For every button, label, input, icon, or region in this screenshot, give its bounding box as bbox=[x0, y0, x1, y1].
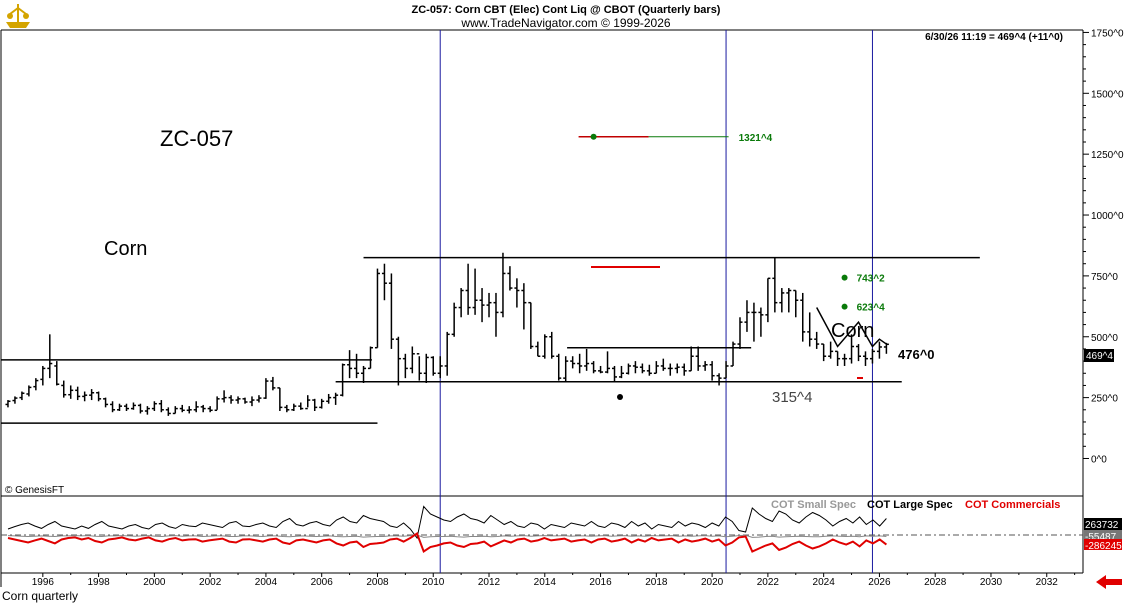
cot-tag-large-label: 263732 bbox=[1085, 520, 1119, 531]
trader-logo-icon bbox=[6, 4, 30, 28]
target-dot bbox=[841, 274, 848, 281]
time-tick-label: 2022 bbox=[757, 577, 780, 588]
quarterly-bars bbox=[5, 252, 889, 416]
support-label: 315^4 bbox=[772, 389, 812, 406]
target-markers: 1321^4 743^2 623^4 bbox=[578, 133, 886, 314]
target-label: 1321^4 bbox=[739, 133, 773, 144]
price-tag-label: 469^4 bbox=[1086, 351, 1113, 362]
price-tick-label: 250^0 bbox=[1091, 394, 1118, 405]
price-tick-label: 500^0 bbox=[1091, 333, 1118, 344]
copyright-label: © GenesisFT bbox=[5, 485, 64, 496]
time-tick-label: 2028 bbox=[924, 577, 947, 588]
price-tick-label: 1500^0 bbox=[1091, 89, 1124, 100]
time-tick-label: 2016 bbox=[589, 577, 612, 588]
time-tick-label: 2026 bbox=[868, 577, 891, 588]
chart-subtitle: www.TradeNavigator.com © 1999-2026 bbox=[460, 16, 670, 30]
time-tick-label: 1998 bbox=[87, 577, 110, 588]
time-tick-label: 2012 bbox=[478, 577, 501, 588]
projection-path bbox=[816, 307, 887, 348]
time-tick-label: 1996 bbox=[32, 577, 55, 588]
cot-legend-comm: COT Commercials bbox=[965, 499, 1060, 511]
time-tick-label: 2020 bbox=[701, 577, 724, 588]
cot-legend-large: COT Large Spec bbox=[867, 499, 953, 511]
cot-large-line bbox=[7, 505, 887, 540]
time-tick-label: 2002 bbox=[199, 577, 222, 588]
vertical-markers bbox=[439, 30, 873, 573]
cot-small-line bbox=[7, 534, 887, 538]
status-bar-label: Corn quarterly bbox=[2, 589, 79, 603]
target-label: 623^4 bbox=[857, 303, 886, 314]
time-axis: 1996 1998 2000 2002 2004 2006 2008 2010 2012 2014… bbox=[32, 573, 1076, 588]
time-tick-label: 2000 bbox=[143, 577, 166, 588]
time-tick-label: 2004 bbox=[255, 577, 278, 588]
price-tick-label: 0^0 bbox=[1091, 454, 1107, 465]
time-tick-label: 2010 bbox=[422, 577, 445, 588]
cot-tag-large bbox=[1084, 518, 1122, 530]
cot-series bbox=[7, 505, 888, 554]
target-dot bbox=[590, 133, 597, 140]
time-tick-label: 2018 bbox=[645, 577, 668, 588]
cot-tag-comm-label: -286245 bbox=[1085, 541, 1122, 552]
target-dot bbox=[841, 303, 848, 310]
name-annotation-right: Corn bbox=[831, 320, 874, 342]
price-tick-label: 1750^0 bbox=[1091, 28, 1124, 39]
cot-comm-line bbox=[7, 531, 888, 554]
time-tick-label: 2006 bbox=[311, 577, 334, 588]
projection-line bbox=[816, 307, 887, 348]
scroll-left-arrow-icon[interactable] bbox=[1096, 575, 1122, 589]
cot-tag-small-label: -55487 bbox=[1085, 532, 1117, 543]
time-tick-label: 2008 bbox=[366, 577, 389, 588]
support-dot bbox=[617, 394, 623, 400]
current-price-label: 476^0 bbox=[898, 347, 935, 362]
time-tick-label: 2030 bbox=[980, 577, 1003, 588]
target-label: 743^2 bbox=[857, 274, 886, 285]
chart-title: ZC-057: Corn CBT (Elec) Cont Liq @ CBOT … bbox=[412, 4, 721, 16]
price-tick-label: 1250^0 bbox=[1091, 150, 1124, 161]
time-tick-label: 2024 bbox=[813, 577, 836, 588]
cot-tag-comm bbox=[1084, 539, 1122, 550]
symbol-annotation: ZC-057 bbox=[160, 126, 233, 151]
cot-legend-small: COT Small Spec bbox=[771, 499, 856, 511]
trend-lines bbox=[1, 256, 980, 424]
last-quote-readout: 6/30/26 11:19 = 469^4 (+11^0) bbox=[925, 32, 1063, 43]
time-tick-label: 2032 bbox=[1036, 577, 1059, 588]
price-tick-label: 750^0 bbox=[1091, 272, 1118, 283]
name-annotation-left: Corn bbox=[104, 238, 147, 260]
price-tag bbox=[1084, 349, 1114, 362]
price-axis: 0^0 250^0 500^0 750^0 1000^0 1250^0 1500^0 1750… bbox=[1083, 28, 1124, 465]
price-tick-label: 1000^0 bbox=[1091, 211, 1124, 222]
time-tick-label: 2014 bbox=[534, 577, 557, 588]
